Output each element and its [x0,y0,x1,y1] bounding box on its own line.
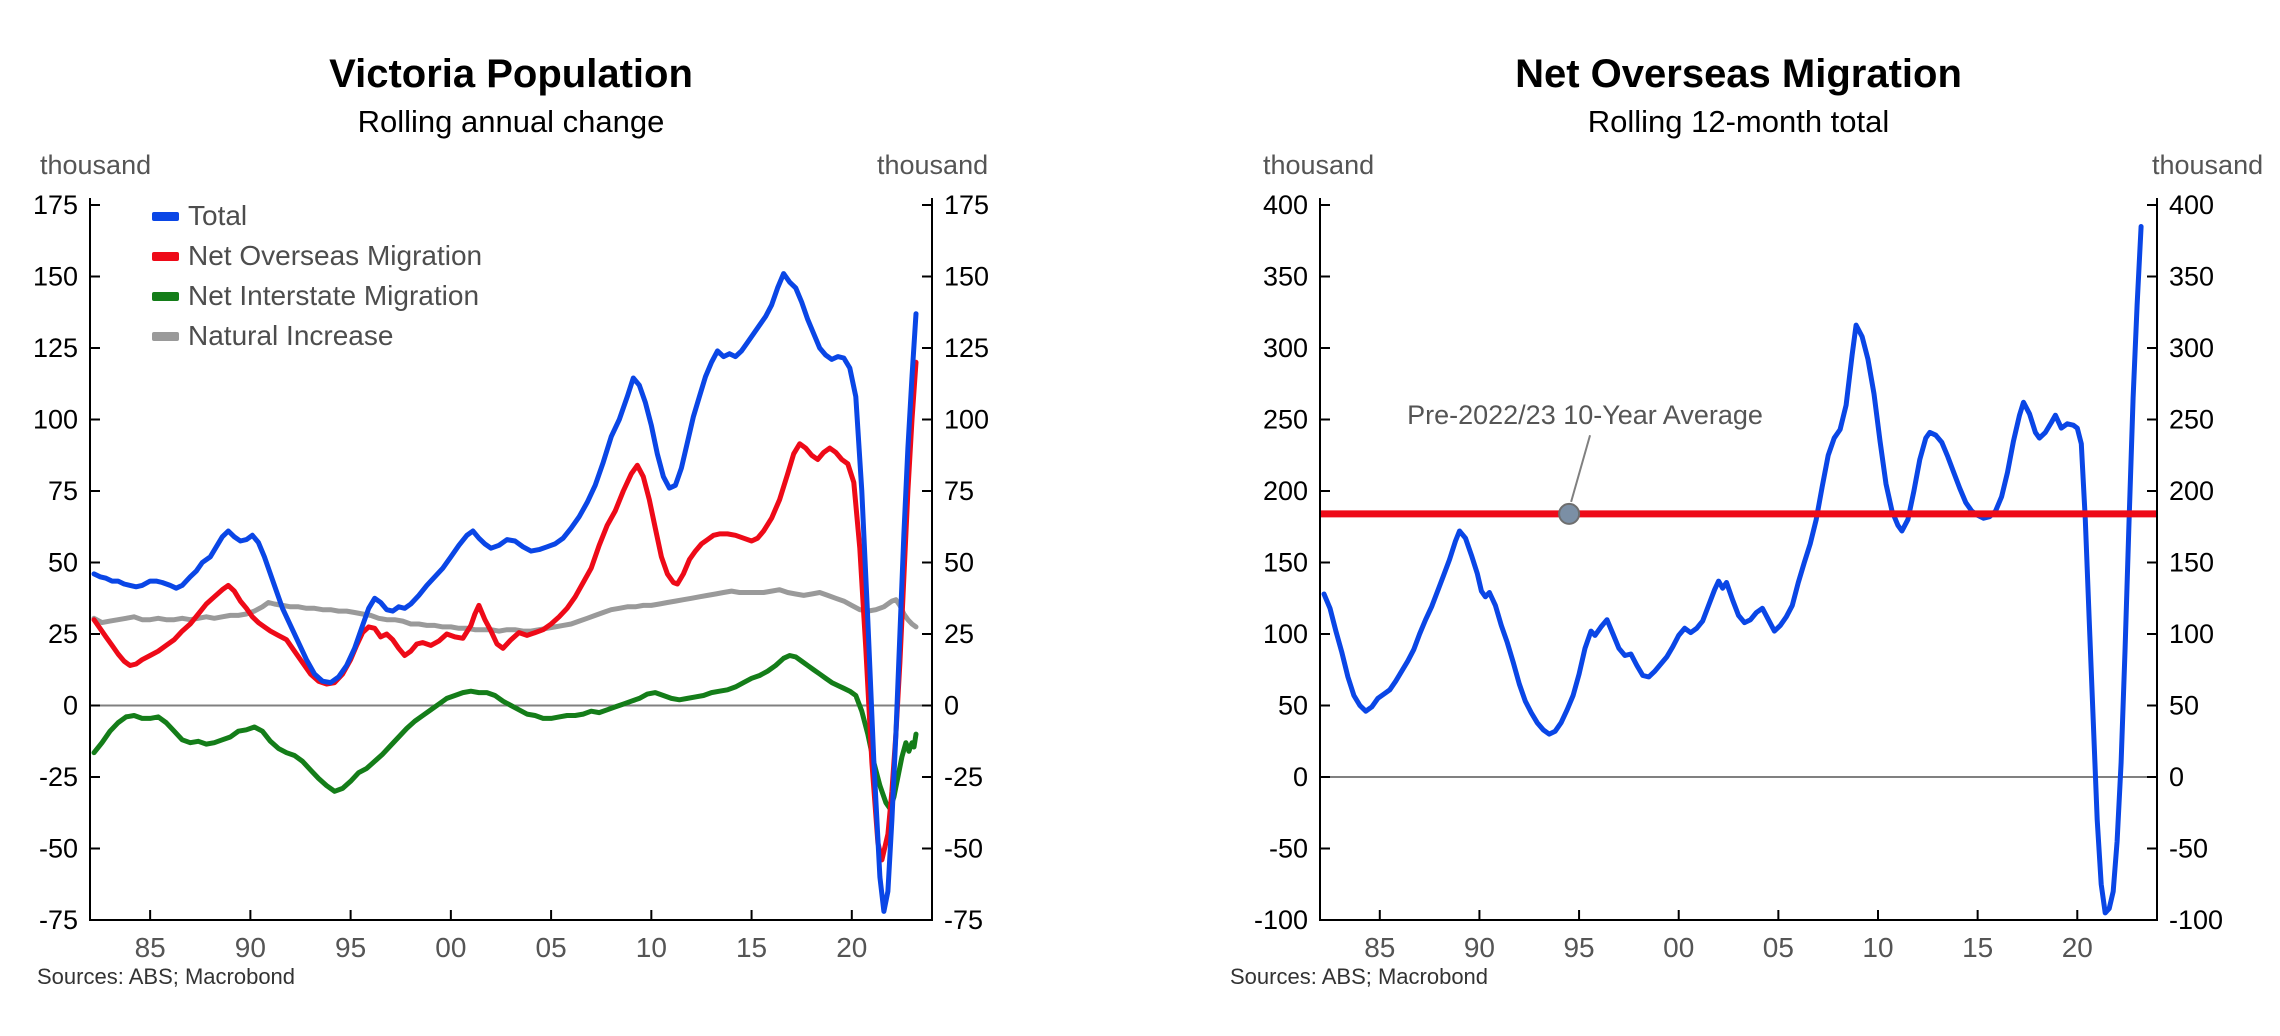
y-tick-label-right: 0 [944,691,959,721]
y-tick-label-right: 0 [2169,762,2184,792]
x-tick-label: 05 [536,932,567,963]
chart-panel-net-overseas-migration: Net Overseas Migration Rolling 12-month … [1140,0,2280,1036]
y-tick-label-right: 100 [2169,619,2214,649]
legend-swatch-net-overseas-migration-icon [152,251,179,261]
y-tick-label-left: 75 [48,476,78,506]
y-tick-label-right: 200 [2169,476,2214,506]
chart-subtitle: Rolling 12-month total [1587,104,1890,139]
y-tick-label-left: -50 [39,834,78,864]
y-tick-label-left: 350 [1263,262,1308,292]
series-line-natural-increase [91,587,919,634]
y-tick-label-left: 200 [1263,476,1308,506]
y-tick-label-left: 150 [1263,548,1308,578]
x-tick-label: 00 [1663,932,1694,963]
x-tick-label: 20 [2062,932,2093,963]
chart-legend: Total Net Overseas Migration Net Interst… [152,196,482,356]
y-tick-label-right: 100 [944,405,989,435]
series-line-net-overseas-migration [1321,224,2144,916]
x-tick-label: 95 [335,932,366,963]
y-tick-label-right: 75 [944,476,974,506]
y-tick-label-left: 175 [33,190,78,220]
y-tick-label-left: 100 [1263,619,1308,649]
x-tick-label: 00 [435,932,466,963]
y-axis-unit-left: thousand [1263,150,1375,180]
page-title: Net Overseas Migration [1515,52,1962,96]
y-tick-label-right: 25 [944,619,974,649]
legend-label: Net Overseas Migration [188,240,483,271]
y-tick-label-right: 125 [944,333,989,363]
legend-label: Total [188,200,248,231]
x-tick-label: 85 [135,932,166,963]
y-tick-label-left: 125 [33,333,78,363]
legend-item-net-interstate-migration: Net Interstate Migration [152,276,482,316]
y-tick-label-left: -75 [39,905,78,935]
y-tick-label-right: 350 [2169,262,2214,292]
y-tick-label-left: 25 [48,619,78,649]
legend-swatch-net-interstate-migration-icon [152,291,179,301]
legend-label: Natural Increase [188,320,394,351]
y-tick-label-right: 300 [2169,333,2214,363]
y-axis-unit-right: thousand [877,150,989,180]
series-line-total [91,271,919,914]
legend-label: Net Interstate Migration [188,280,480,311]
legend-swatch-natural-increase-icon [152,331,179,341]
sources-note: Sources: ABS; Macrobond [37,964,296,989]
average-line-annotation: Pre-2022/23 10-Year Average [1407,400,1763,430]
legend-item-net-overseas-migration: Net Overseas Migration [152,236,482,276]
x-tick-label: 15 [736,932,767,963]
legend-item-natural-increase: Natural Increase [152,316,482,356]
y-tick-label-left: 150 [33,262,78,292]
chart-subtitle: Rolling annual change [357,104,665,139]
y-tick-label-left: 0 [1293,762,1308,792]
x-tick-label: 20 [836,932,867,963]
y-tick-label-right: -25 [944,762,983,792]
y-axis-unit-right: thousand [2152,150,2264,180]
y-tick-label-left: 0 [63,691,78,721]
annotation-callout-line [1570,434,1592,503]
x-tick-label: 05 [1763,932,1794,963]
y-axis-unit-left: thousand [40,150,152,180]
chart-panel-victoria-population: Victoria Population Rolling annual chang… [33,52,989,989]
y-tick-label-right: 150 [2169,548,2214,578]
x-tick-label: 10 [636,932,667,963]
y-tick-label-left: -25 [39,762,78,792]
y-tick-label-left: 400 [1263,190,1308,220]
series-line-net-overseas-migration [91,359,919,863]
y-tick-label-right: 400 [2169,190,2214,220]
x-tick-label: 90 [1464,932,1495,963]
y-tick-label-left: -100 [1254,905,1308,935]
y-tick-label-right: -100 [2169,905,2223,935]
y-tick-label-right: 50 [944,548,974,578]
y-tick-label-left: -50 [1269,834,1308,864]
x-tick-label: 15 [1962,932,1993,963]
y-tick-label-right: -75 [944,905,983,935]
y-tick-label-right: -50 [2169,834,2208,864]
sources-note: Sources: ABS; Macrobond [1230,964,1489,989]
y-tick-label-left: 50 [1278,691,1308,721]
y-tick-label-right: 150 [944,262,989,292]
series-line-net-interstate-migration [91,653,919,811]
y-tick-label-right: -50 [944,834,983,864]
y-tick-label-left: 50 [48,548,78,578]
average-marker-dot [1558,502,1581,525]
x-tick-label: 90 [235,932,266,963]
legend-swatch-total-icon [152,211,179,221]
y-tick-label-right: 250 [2169,405,2214,435]
y-tick-label-left: 300 [1263,333,1308,363]
y-tick-label-right: 50 [2169,691,2199,721]
y-tick-label-left: 100 [33,405,78,435]
y-tick-label-left: 250 [1263,405,1308,435]
x-tick-label: 85 [1364,932,1395,963]
page-title: Victoria Population [329,52,693,96]
x-tick-label: 95 [1563,932,1594,963]
x-tick-label: 10 [1862,932,1893,963]
y-tick-label-right: 175 [944,190,989,220]
legend-item-total: Total [152,196,482,236]
